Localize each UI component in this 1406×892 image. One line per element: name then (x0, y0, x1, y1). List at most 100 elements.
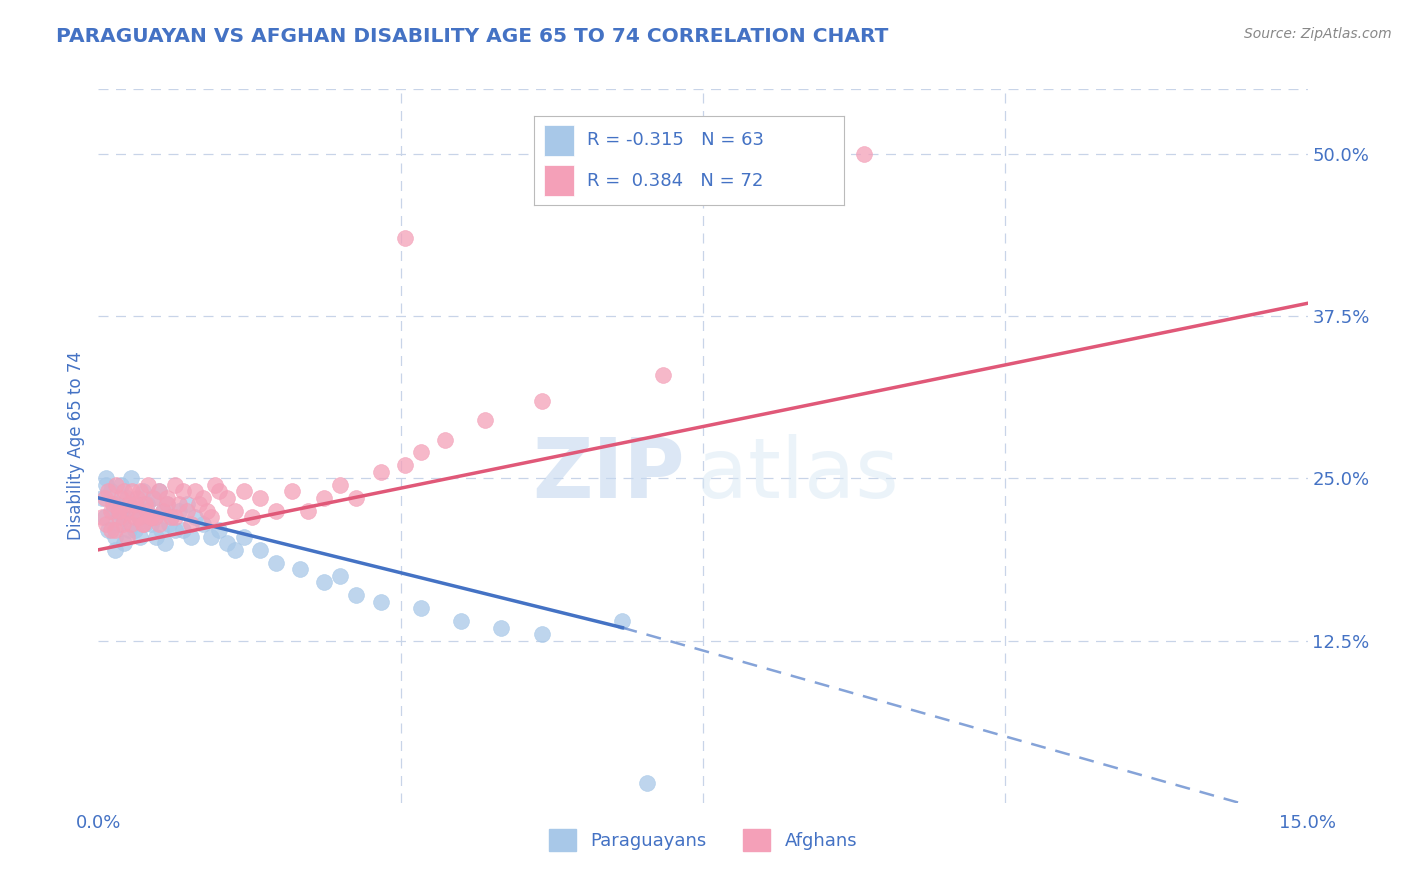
Point (118, 497, 141, 511)
Text: ZIP: ZIP (533, 434, 685, 515)
Point (94, 491, 117, 505)
Text: atlas: atlas (697, 434, 898, 515)
Point (101, 504, 124, 518)
Point (103, 530, 125, 544)
Point (200, 510, 222, 524)
Text: R = -0.315   N = 63: R = -0.315 N = 63 (586, 131, 763, 150)
Point (97, 524, 120, 538)
Point (143, 510, 166, 524)
Point (160, 510, 183, 524)
Point (224, 504, 246, 518)
Point (264, 556, 287, 570)
Point (96, 471, 118, 485)
Y-axis label: Disability Age 65 to 74: Disability Age 65 to 74 (66, 351, 84, 541)
Text: PARAGUAYAN VS AFGHAN DISABILITY AGE 65 TO 74 CORRELATION CHART: PARAGUAYAN VS AFGHAN DISABILITY AGE 65 T… (56, 27, 889, 45)
Point (121, 504, 143, 518)
Point (111, 516, 134, 531)
Point (314, 575, 336, 590)
Point (110, 491, 132, 505)
Point (370, 595, 392, 609)
Legend: Paraguayans, Afghans: Paraguayans, Afghans (541, 822, 865, 858)
Point (100, 484, 122, 499)
Point (167, 497, 190, 511)
Point (612, 614, 634, 628)
Point (264, 504, 287, 518)
Point (172, 484, 194, 499)
Point (281, 484, 304, 499)
Point (105, 478, 128, 492)
Point (297, 504, 319, 518)
Point (163, 524, 186, 538)
Point (148, 516, 170, 531)
Point (91, 510, 114, 524)
Point (112, 484, 135, 499)
Point (232, 484, 254, 499)
Point (204, 478, 226, 492)
Point (193, 516, 215, 531)
Point (200, 530, 222, 544)
Point (184, 484, 207, 499)
Point (530, 627, 553, 641)
Point (208, 524, 231, 538)
Point (288, 562, 311, 576)
Point (344, 491, 367, 505)
Point (100, 504, 122, 518)
Point (143, 510, 166, 524)
Point (152, 504, 174, 518)
Point (249, 491, 271, 505)
Point (107, 510, 129, 524)
Point (409, 445, 432, 459)
Point (172, 524, 194, 538)
Point (240, 510, 263, 524)
Point (107, 504, 129, 518)
FancyBboxPatch shape (544, 125, 575, 156)
Point (148, 484, 170, 499)
Point (148, 484, 170, 499)
Point (96, 516, 118, 531)
Point (370, 465, 392, 479)
Point (217, 491, 239, 505)
Point (184, 510, 207, 524)
Point (156, 491, 179, 505)
Point (152, 504, 174, 518)
Point (101, 497, 124, 511)
Point (232, 530, 254, 544)
Point (180, 530, 202, 544)
Point (115, 491, 138, 505)
Point (160, 510, 183, 524)
Point (138, 510, 160, 524)
Point (127, 497, 149, 511)
Point (150, 524, 173, 538)
Point (94, 510, 117, 524)
Text: Source: ZipAtlas.com: Source: ZipAtlas.com (1244, 27, 1392, 41)
Point (129, 530, 152, 544)
Point (142, 491, 165, 505)
Point (188, 497, 211, 511)
Point (314, 491, 336, 505)
Point (111, 510, 134, 524)
Point (344, 588, 367, 602)
Point (124, 510, 146, 524)
Point (134, 497, 156, 511)
Point (120, 516, 142, 531)
Point (115, 504, 138, 518)
Point (329, 478, 352, 492)
Text: R =  0.384   N = 72: R = 0.384 N = 72 (586, 171, 763, 190)
Point (139, 510, 162, 524)
Point (115, 530, 138, 544)
Point (127, 491, 149, 505)
Point (530, 393, 553, 408)
Point (135, 504, 157, 518)
Point (105, 497, 128, 511)
Point (156, 497, 179, 511)
Point (97, 484, 120, 499)
Point (853, 147, 876, 161)
FancyBboxPatch shape (544, 165, 575, 196)
Point (394, 458, 416, 473)
Point (96, 478, 118, 492)
Point (132, 516, 155, 531)
Point (100, 524, 122, 538)
Point (217, 536, 239, 550)
Point (132, 484, 155, 499)
Point (128, 510, 150, 524)
